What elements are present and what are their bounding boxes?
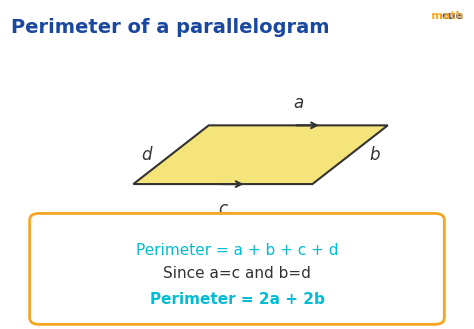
Text: cue: cue [441,11,463,21]
Text: Perimeter of a parallelogram: Perimeter of a parallelogram [11,18,329,37]
Text: math: math [412,11,463,21]
Text: b: b [369,146,380,164]
Text: Perimeter = a + b + c + d: Perimeter = a + b + c + d [136,243,338,259]
Text: c: c [219,200,228,218]
Text: Since a=c and b=d: Since a=c and b=d [163,266,311,281]
Text: a: a [293,94,303,112]
Polygon shape [133,125,388,184]
FancyBboxPatch shape [30,214,444,324]
Text: d: d [142,146,152,164]
Text: Perimeter = 2a + 2b: Perimeter = 2a + 2b [150,292,324,307]
